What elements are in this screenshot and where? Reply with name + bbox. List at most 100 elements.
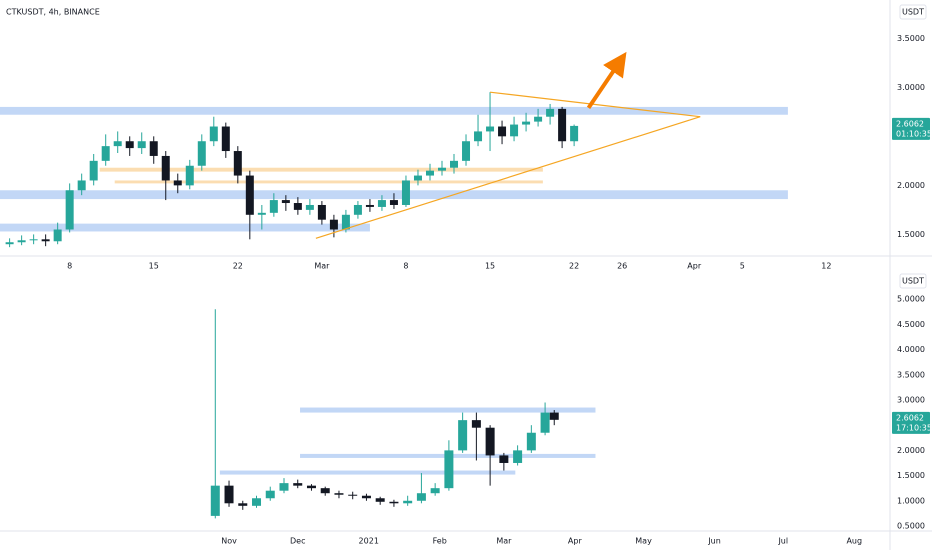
candle-body (499, 455, 509, 463)
y-tick-label: 3.0000 (897, 395, 925, 404)
candle-body (485, 427, 495, 456)
x-tick-label: Apr (568, 537, 583, 546)
countdown-label: 01:10:35 (896, 129, 932, 138)
candle-body (365, 204, 374, 207)
x-tick-label: 15 (149, 262, 159, 271)
price-label: 2.6062 (896, 413, 924, 422)
candle-body (173, 180, 182, 186)
candle-body (161, 155, 170, 181)
y-tick-label: 2.0000 (897, 181, 925, 190)
zone (99, 167, 543, 172)
candle-body (526, 432, 536, 451)
candle-body (425, 170, 434, 176)
candle-body (334, 493, 344, 495)
candle-body (221, 126, 230, 152)
candle-body (238, 503, 248, 506)
candle-body (137, 141, 146, 149)
x-tick-label: Nov (221, 537, 237, 546)
x-tick-label: May (635, 537, 652, 546)
x-tick-label: Apr (687, 262, 702, 271)
candle-body (389, 501, 399, 504)
candle-body (125, 141, 134, 149)
candle-body (546, 108, 555, 117)
x-tick-label: Aug (846, 537, 862, 546)
zone (219, 470, 516, 475)
candle-body (89, 160, 98, 181)
trendline (489, 91, 701, 118)
candle-body (252, 498, 262, 506)
currency-box (899, 4, 927, 20)
candle-body (101, 146, 110, 161)
x-tick-label: 22 (233, 262, 243, 271)
candle-body (209, 126, 218, 142)
price-label: 2.6062 (896, 119, 924, 128)
candle-body (257, 212, 266, 215)
y-tick-label: 1.0000 (897, 496, 925, 505)
y-tick-label: 0.5000 (897, 521, 925, 530)
candle-body (444, 450, 454, 489)
zone (0, 106, 788, 115)
candle-body (549, 412, 559, 420)
candle-body (41, 239, 50, 242)
candle-body (233, 151, 242, 176)
y-tick-label: 3.5000 (897, 34, 925, 43)
candle-body (77, 180, 86, 191)
candle-body (320, 488, 330, 494)
y-tick-label: 5.0000 (897, 295, 925, 304)
x-tick-label: Mar (496, 537, 512, 546)
zone (300, 407, 596, 413)
candle-body (403, 500, 413, 504)
x-tick-label: Jul (777, 537, 788, 546)
price-label-box (892, 117, 930, 140)
x-tick-label: 26 (617, 262, 627, 271)
y-tick-label: 4.5000 (897, 320, 925, 329)
candle-body (416, 493, 426, 501)
candle-body (471, 420, 481, 428)
candle-body (474, 131, 483, 142)
x-tick-label: 8 (403, 262, 408, 271)
countdown-label: 17:10:35 (896, 423, 932, 432)
price-label-box (892, 411, 930, 434)
candle-body (437, 167, 446, 171)
y-tick-label: 4.0000 (897, 345, 925, 354)
y-tick-label: 2.0000 (897, 446, 925, 455)
currency-label: USDT (902, 8, 924, 17)
x-tick-label: 8 (67, 262, 72, 271)
x-tick-label: 12 (821, 262, 831, 271)
candle-body (353, 204, 362, 215)
candle-body (269, 200, 278, 213)
trendline (315, 116, 701, 239)
candle-body (317, 204, 326, 220)
x-tick-label: 5 (740, 262, 745, 271)
candle-body (265, 490, 275, 499)
candle-body (498, 126, 507, 137)
candle-body (224, 485, 234, 504)
candle-body (5, 242, 14, 245)
candle-body (430, 488, 440, 494)
candle-body (17, 240, 26, 243)
candle-body (389, 200, 398, 205)
y-tick-label: 1.5000 (897, 471, 925, 480)
candle-body (570, 125, 579, 142)
y-tick-label: 3.0000 (897, 83, 925, 92)
candle-body (53, 229, 62, 242)
candle-body (486, 126, 495, 132)
candle-body (534, 116, 543, 122)
currency-box (899, 273, 927, 289)
arrow (586, 51, 627, 110)
candle-body (293, 203, 302, 210)
y-tick-label: 3.5000 (897, 370, 925, 379)
x-tick-label: Mar (314, 262, 330, 271)
x-tick-label: 22 (569, 262, 579, 271)
candle-body (348, 494, 358, 496)
x-tick-label: Dec (290, 537, 305, 546)
candle-body (185, 165, 194, 186)
candle-body (210, 485, 220, 516)
candle-body (450, 160, 459, 168)
zone (114, 180, 543, 184)
candle-body (458, 420, 468, 451)
candle-body (513, 450, 523, 463)
x-tick-label: 15 (485, 262, 495, 271)
x-tick-label: Feb (433, 537, 447, 546)
